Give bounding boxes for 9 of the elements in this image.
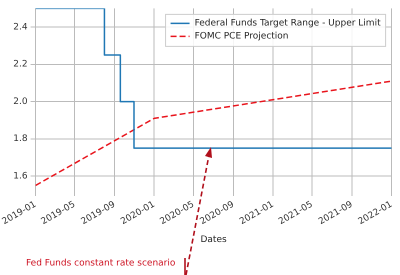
y-tick-label: 1.8 [13,134,28,144]
y-tick-label: 2.2 [13,60,28,70]
y-tick-label: 1.6 [13,171,28,182]
text: Fed Funds constant rate scenario [26,258,176,268]
legend-label: Federal Funds Target Range - Upper Limit [194,18,382,29]
y-tick-label: 2.0 [13,96,28,107]
x-axis-title: Dates [200,234,227,245]
legend-label: FOMC PCE Projection [194,32,289,42]
y-tick-label: 2.4 [13,22,28,32]
